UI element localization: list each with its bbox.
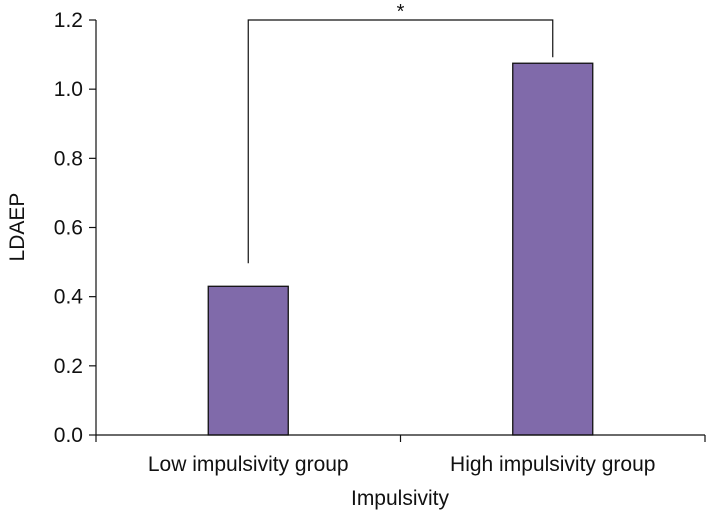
y-tick-label: 0.6 (54, 217, 83, 240)
plot-area: * 0.0 0.2 0.4 0.6 0.8 1.0 1.2 Low impulsivity … (54, 1, 706, 476)
significance-star: * (397, 1, 405, 23)
bar-high-impulsivity (512, 62, 594, 436)
significance-bracket-line (247, 19, 554, 264)
x-axis-title: Impulsivity (351, 487, 450, 510)
x-tick-label: High impulsivity group (450, 453, 655, 476)
significance-bracket: * (247, 1, 554, 264)
bar-low-impulsivity (207, 285, 289, 436)
y-tick-label: 0.0 (54, 424, 83, 447)
x-axis: Low impulsivity group High impulsivity gr… (95, 434, 706, 476)
y-axis: 0.0 0.2 0.4 0.6 0.8 1.0 1.2 (54, 9, 97, 447)
x-tick-label: Low impulsivity group (148, 453, 349, 476)
y-tick-label: 0.2 (54, 355, 83, 378)
bars-group (207, 62, 594, 436)
y-tick-label: 1.0 (54, 78, 83, 101)
y-tick-label: 1.2 (54, 9, 83, 32)
y-tick-label: 0.8 (54, 147, 83, 170)
y-tick-label: 0.4 (54, 286, 84, 309)
y-axis-title: LDAEP (6, 193, 29, 262)
